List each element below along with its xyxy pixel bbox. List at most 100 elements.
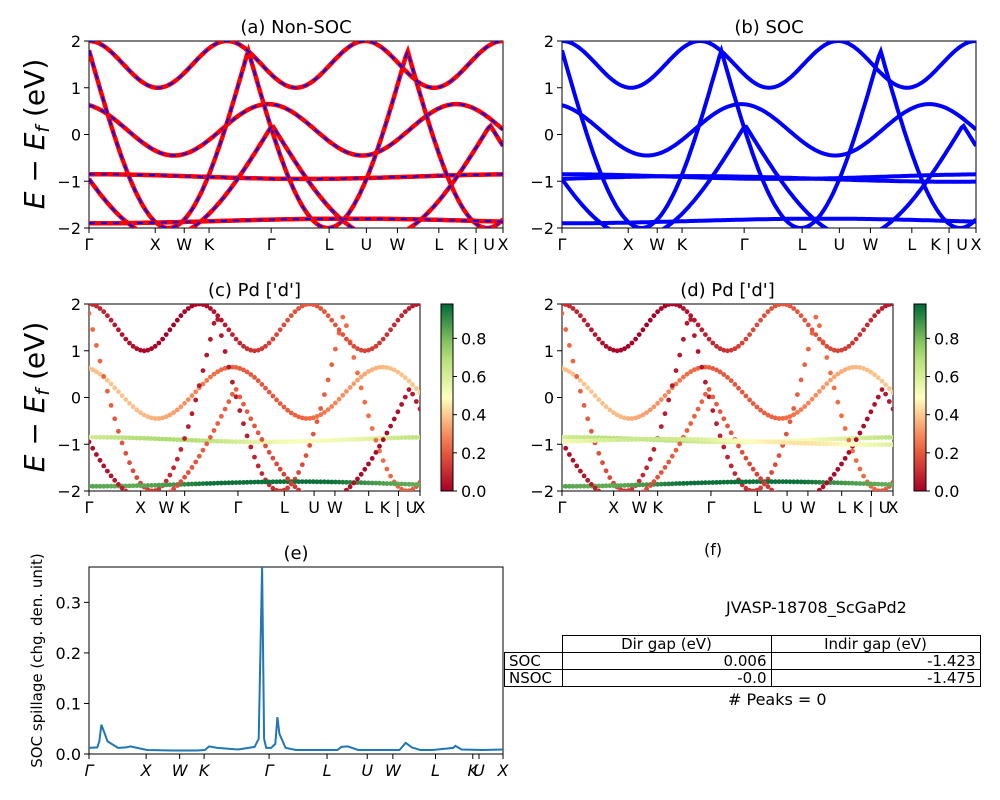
c-dot	[105, 388, 110, 394]
d-dot	[853, 442, 859, 447]
c-dot	[292, 309, 298, 315]
c-dot	[193, 304, 199, 307]
c-dot	[193, 459, 199, 465]
c-dot	[89, 311, 92, 316]
d-dot	[831, 436, 837, 442]
a-band-dash	[89, 41, 503, 89]
c-dot	[141, 483, 147, 488]
d-dot	[640, 489, 646, 491]
c-dot	[288, 410, 294, 416]
c-dot	[288, 313, 294, 319]
c-dot	[171, 486, 176, 491]
c-dot	[108, 435, 114, 440]
d-dot	[717, 479, 723, 485]
c-dot	[406, 378, 412, 384]
d-dot	[574, 463, 580, 469]
c-dot	[322, 479, 327, 485]
e-axes-frame	[88, 566, 504, 755]
c-dot	[149, 483, 154, 488]
c-dot	[277, 488, 283, 491]
c-dot	[351, 343, 357, 349]
d-dot	[772, 415, 778, 421]
d-dot	[629, 437, 635, 442]
e-xtick-label: L	[431, 761, 440, 780]
c-dot	[358, 436, 364, 442]
d-dot	[640, 412, 646, 418]
c-dot	[200, 304, 206, 307]
d-dot	[868, 442, 874, 448]
c-dot	[277, 327, 283, 333]
c-dot	[380, 458, 386, 463]
c-dot	[369, 436, 375, 441]
c-dot	[244, 439, 250, 445]
e-spillage-line	[88, 566, 504, 752]
d-dot	[872, 402, 877, 407]
c-dot	[391, 416, 397, 422]
c-dot	[127, 483, 132, 489]
d-dot	[633, 336, 638, 342]
c-dot	[344, 336, 349, 342]
d-dot	[776, 479, 782, 485]
c-dot	[296, 479, 301, 485]
e-xtick-label: L	[323, 761, 332, 780]
c-dot	[127, 400, 132, 406]
d-dot	[795, 392, 800, 397]
d-dot	[857, 466, 863, 472]
c-dot	[299, 438, 305, 444]
c-dot	[200, 447, 206, 453]
c-dot	[325, 313, 331, 319]
d-dot	[861, 327, 866, 333]
d-dot	[688, 480, 694, 486]
c-dot	[384, 466, 390, 472]
d-ytick-label: 2	[544, 295, 554, 314]
d-dot	[787, 414, 793, 419]
d-dot	[820, 437, 826, 442]
c-dot	[369, 346, 375, 352]
d-dot	[809, 327, 815, 333]
d-dot	[574, 309, 580, 315]
c-dot	[355, 480, 360, 485]
c-dot	[167, 472, 173, 478]
a-xtick-label: Γ	[267, 235, 276, 254]
c-dot	[90, 304, 96, 307]
c-dot	[145, 347, 151, 353]
c-dot	[281, 322, 287, 328]
c-dot	[123, 450, 129, 456]
d-dot	[570, 371, 576, 377]
d-dot	[578, 388, 583, 394]
d-dot	[853, 336, 859, 342]
c-dot	[263, 479, 268, 485]
d-cb-tick-label: 0.4	[934, 406, 959, 425]
c-dot	[314, 419, 320, 425]
d-dot	[872, 486, 877, 491]
c-dot	[123, 397, 129, 402]
d-dot	[787, 479, 793, 485]
c-dot	[362, 348, 368, 354]
a-xtick-label: Γ	[85, 235, 94, 254]
d-dot	[633, 415, 638, 421]
d-dot	[688, 313, 694, 319]
d-dot	[563, 445, 569, 451]
d-dot	[677, 304, 683, 309]
b-xtick-label: K	[677, 235, 688, 254]
d-dot	[864, 416, 870, 422]
d-dot	[625, 416, 631, 421]
c-dot	[274, 397, 279, 403]
d-dot	[868, 369, 874, 375]
d-dot	[684, 309, 690, 315]
d-dot	[739, 449, 745, 455]
c-dot	[325, 407, 331, 412]
c-dot	[167, 489, 173, 491]
c-dot	[402, 309, 408, 315]
c-dot	[149, 488, 154, 491]
c-dot	[101, 309, 107, 315]
c-dot	[182, 474, 188, 480]
d-dot	[850, 364, 855, 370]
d-dot	[625, 343, 631, 349]
c-dot	[402, 435, 408, 440]
d-dot	[776, 439, 782, 445]
c-ytick-label: −2	[57, 482, 81, 501]
d-dot	[714, 437, 719, 443]
c-dot	[266, 439, 272, 445]
